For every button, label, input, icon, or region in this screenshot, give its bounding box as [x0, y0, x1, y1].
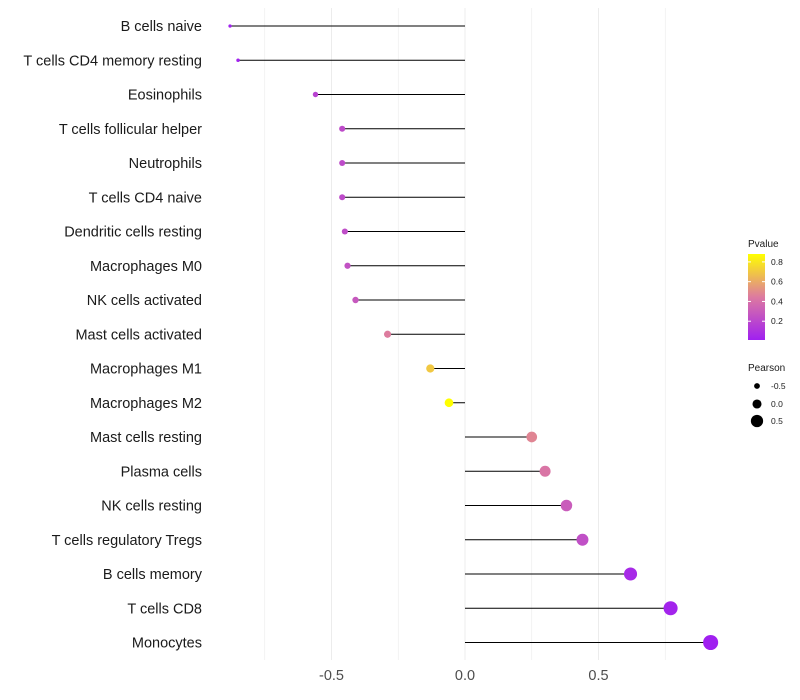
lollipop-point: [663, 601, 678, 616]
lollipop-point: [560, 499, 573, 512]
lollipop-point: [426, 364, 435, 373]
lollipop-point: [539, 465, 551, 477]
y-tick-label: Eosinophils: [128, 88, 202, 104]
y-tick-label: Macrophages M0: [90, 259, 202, 275]
size-legend-label: 0.0: [771, 399, 783, 409]
y-tick-label: T cells CD4 memory resting: [23, 53, 202, 69]
y-tick-label: T cells CD8: [127, 601, 202, 617]
colorbar-tick-label: 0.2: [771, 316, 783, 326]
size-legend-key: [754, 383, 760, 389]
lollipop-point: [624, 567, 638, 581]
y-tick-label: Mast cells resting: [90, 430, 202, 446]
y-tick-label: Dendritic cells resting: [64, 225, 202, 241]
lollipop-point: [352, 296, 359, 304]
lollipop-point: [339, 194, 346, 201]
lollipop-point: [339, 159, 346, 167]
y-tick-label: Mast cells activated: [75, 327, 202, 343]
size-legend-label: 0.5: [771, 416, 783, 426]
lollipop-point: [703, 634, 719, 651]
y-tick-label: Macrophages M2: [90, 396, 202, 412]
y-tick-label: Monocytes: [132, 636, 202, 652]
colorbar-tick-label: 0.4: [771, 296, 783, 306]
size-legend-label: -0.5: [771, 381, 786, 391]
size-legend-key: [752, 399, 762, 409]
y-tick-label: T cells CD4 naive: [89, 190, 202, 206]
x-tick-label: 0.0: [455, 668, 475, 684]
y-tick-label: B cells naive: [121, 19, 202, 35]
colorbar-tick-label: 0.6: [771, 277, 783, 287]
lollipop-point: [344, 262, 351, 269]
color-legend-title: Pvalue: [748, 239, 779, 250]
lollipop-point: [339, 125, 346, 132]
pvalue-colorbar: [748, 254, 765, 340]
lollipop-point: [236, 58, 240, 63]
y-tick-label: Macrophages M1: [90, 362, 202, 378]
size-legend-title: Pearson: [748, 363, 785, 374]
x-tick-label: -0.5: [319, 668, 344, 684]
lollipop-point: [526, 431, 538, 443]
y-tick-label: T cells regulatory Tregs: [52, 533, 202, 549]
lollipop-point: [576, 533, 589, 546]
lollipop-point: [312, 91, 319, 98]
lollipop-point: [341, 228, 348, 235]
y-tick-label: Plasma cells: [121, 464, 202, 480]
y-tick-label: B cells memory: [103, 567, 203, 583]
x-tick-label: 0.5: [588, 668, 608, 684]
y-tick-label: T cells follicular helper: [59, 122, 202, 138]
lollipop-point: [383, 330, 392, 338]
lollipop-point: [228, 24, 232, 28]
lollipop-point: [444, 398, 454, 408]
y-tick-label: NK cells resting: [101, 499, 202, 515]
y-tick-label: NK cells activated: [87, 293, 202, 309]
size-legend-key: [750, 414, 764, 428]
y-tick-label: Neutrophils: [129, 156, 202, 172]
colorbar-tick-label: 0.8: [771, 257, 783, 267]
